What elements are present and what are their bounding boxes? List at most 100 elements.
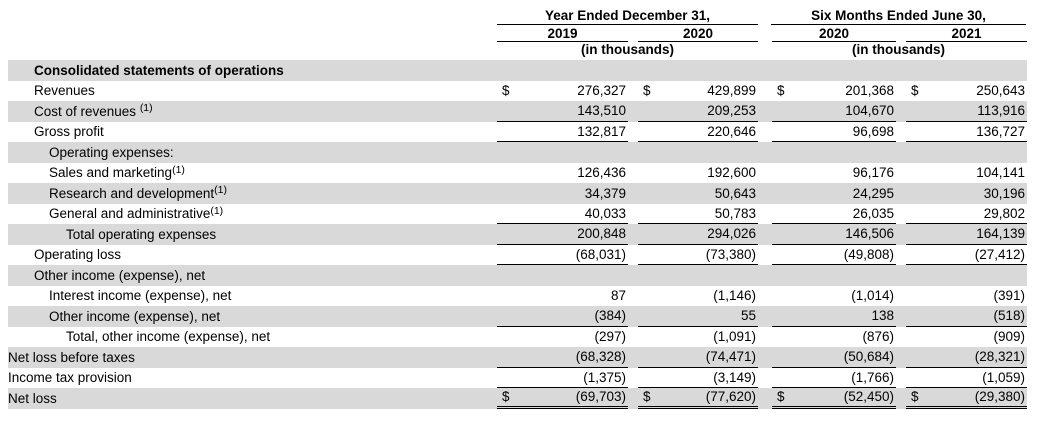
cell-value: 220,646: [707, 123, 756, 139]
cell-value: (297): [594, 329, 626, 345]
row-label-text: Other income (expense), net: [49, 308, 221, 324]
value-cell-6mo2021: $ (29,380): [906, 388, 1027, 409]
group-gap: [758, 42, 771, 58]
value-cell-6mo2020: 96,698: [772, 122, 896, 142]
cell-value: 132,817: [577, 123, 626, 139]
value-cell-fy2019: 200,848: [497, 224, 628, 245]
table-row: Consolidated statements of operations: [8, 60, 1027, 81]
cell-value: (74,471): [705, 349, 756, 365]
value-cell-fy2019: [497, 60, 628, 81]
cell-value: (68,328): [575, 349, 626, 365]
cell-value: 192,600: [707, 165, 756, 181]
cell-value: 104,141: [976, 165, 1025, 181]
cell-value: 50,643: [714, 185, 756, 201]
cell-value: 146,506: [845, 226, 894, 242]
row-label: General and administrative (1): [8, 204, 497, 225]
cell-value: 164,139: [976, 226, 1025, 242]
value-cell-fy2020: [638, 265, 758, 286]
cell-value: (1,014): [851, 288, 894, 304]
cell-value: (52,450): [843, 389, 894, 405]
cell-value: 26,035: [852, 205, 894, 221]
value-cell-fy2020: [638, 60, 758, 81]
value-cell-6mo2020: 138: [772, 306, 896, 327]
value-cell-fy2020: 220,646: [638, 122, 758, 142]
cell-value: (1,059): [982, 369, 1025, 385]
column-header-2021: 2021: [906, 26, 1027, 42]
row-label-text: Cost of revenues: [34, 103, 140, 119]
cell-value: (876): [862, 329, 894, 345]
value-cell-fy2020: [638, 142, 758, 163]
value-cell-fy2019: 132,817: [497, 122, 628, 142]
row-label: Income tax provision: [8, 368, 497, 389]
header-units-notes: (in thousands) (in thousands): [8, 42, 1027, 58]
value-cell-6mo2021: (909): [906, 327, 1027, 348]
cell-value: (49,808): [843, 246, 894, 262]
dollar-sign: $: [502, 389, 510, 405]
cell-value: 209,253: [707, 103, 756, 119]
cell-value: 34,379: [584, 185, 626, 201]
cell-value: (28,321): [974, 349, 1025, 365]
cell-value: 55: [740, 308, 756, 324]
value-cell-fy2019: [497, 265, 628, 286]
value-cell-fy2020: $429,899: [638, 81, 758, 102]
cell-value: 104,670: [845, 103, 894, 119]
row-label-text: Research and development: [49, 185, 215, 201]
row-label: Cost of revenues (1): [8, 101, 497, 122]
row-label-text: Gross profit: [34, 124, 104, 140]
value-cell-6mo2021: [906, 142, 1027, 163]
cell-value: 24,295: [852, 185, 894, 201]
column-header-2019: 2019: [497, 26, 628, 42]
value-cell-6mo2020: 26,035: [772, 204, 896, 224]
row-label: Consolidated statements of operations: [8, 60, 497, 81]
value-cell-fy2020: 294,026: [638, 224, 758, 245]
value-cell-6mo2021: 164,139: [906, 224, 1027, 245]
cell-value: 87: [610, 288, 626, 304]
header-spacer: [8, 8, 497, 25]
value-cell-6mo2020: $201,368: [772, 81, 896, 102]
units-note-right: (in thousands): [852, 42, 945, 57]
table-row: Total, other income (expense), net (297)…: [8, 327, 1027, 348]
table-row: Operating loss (68,031) (73,380) (49,808…: [8, 245, 1027, 265]
cell-value: (29,380): [974, 389, 1025, 405]
cell-value: (27,412): [974, 246, 1025, 262]
table-row: Other income (expense), net (384) 55 138…: [8, 306, 1027, 327]
column-gap: [896, 25, 906, 42]
footnote-marker: (1): [210, 204, 224, 217]
row-label-text: Consolidated statements of operations: [34, 62, 284, 78]
value-cell-fy2020: $ (77,620): [638, 388, 758, 409]
row-label: Sales and marketing (1): [8, 163, 497, 184]
row-label: Research and development (1): [8, 183, 497, 204]
period-group-six-months: Six Months Ended June 30,: [771, 8, 1026, 25]
value-cell-fy2019: 143,510: [497, 101, 628, 122]
cell-value: (909): [993, 329, 1025, 345]
cell-value: 143,510: [577, 103, 626, 119]
table-row: Net loss before taxes (68,328) (74,471) …: [8, 347, 1027, 368]
header-group-titles: Year Ended December 31, Six Months Ended…: [8, 8, 1027, 25]
cell-value: 96,176: [852, 165, 894, 181]
value-cell-6mo2021: [906, 265, 1027, 286]
dollar-sign: $: [777, 83, 785, 99]
value-cell-fy2020: (1,146): [638, 286, 758, 307]
value-cell-6mo2021: (1,059): [906, 368, 1027, 388]
table-row: Operating expenses:: [8, 142, 1027, 163]
table-row: Cost of revenues (1) 143,510 209,253 104…: [8, 101, 1027, 122]
cell-value: 126,436: [577, 165, 626, 181]
value-cell-fy2019: (297): [497, 327, 628, 348]
value-cell-6mo2021: [906, 60, 1027, 81]
group-gap: [758, 8, 771, 25]
value-cell-fy2020: (1,091): [638, 327, 758, 348]
cell-value: (384): [594, 308, 626, 324]
value-cell-6mo2020: (50,684): [772, 347, 896, 368]
value-cell-fy2020: 50,643: [638, 183, 758, 204]
row-label: Other income (expense), net: [8, 265, 497, 286]
value-cell-fy2020: 192,600: [638, 163, 758, 184]
dollar-sign: $: [643, 83, 651, 99]
cell-value: (1,375): [583, 369, 626, 385]
cell-value: 201,368: [845, 83, 894, 99]
column-header-2020-fy: 2020: [638, 26, 758, 42]
row-label-text: Income tax provision: [8, 370, 132, 386]
cell-value: (50,684): [843, 349, 894, 365]
value-cell-fy2019: (1,375): [497, 368, 628, 388]
cell-value: (69,703): [575, 389, 626, 405]
value-cell-fy2020: (3,149): [638, 368, 758, 388]
